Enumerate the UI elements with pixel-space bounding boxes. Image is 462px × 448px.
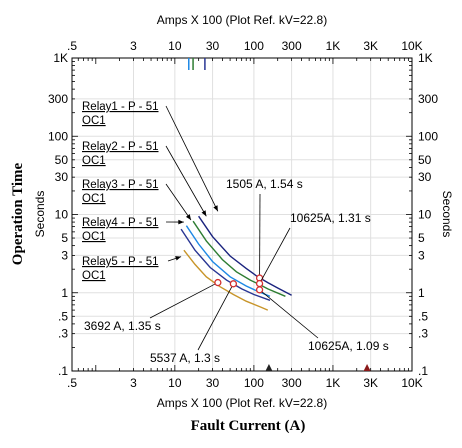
x-tick-label-top: 3K (363, 39, 378, 53)
relay-arrowhead (178, 219, 184, 225)
y-tick-label-left: .1 (58, 364, 68, 378)
relay-label: Relay1 - P - 51 (82, 101, 159, 113)
x-tick-label-bottom: 3 (130, 376, 137, 390)
top-axis-title: Amps X 100 (Plot Ref. kV=22.8) (157, 13, 327, 27)
y-tick-label-left: 3 (61, 248, 68, 262)
operating-point (255, 286, 264, 294)
operating-point (255, 279, 264, 288)
x-tick-label-top: 1K (326, 39, 341, 53)
y-tick-label-left: .5 (58, 309, 68, 323)
x-tick-label-top: 300 (282, 39, 302, 53)
annotation-layer: Relay1 - P - 51 OC1 Relay2 - P - 51 OC1 Rela… (82, 101, 389, 365)
y-tick-label-right: 300 (418, 92, 438, 106)
annotation-leader (259, 227, 291, 284)
relay-sublabel: OC1 (82, 155, 106, 167)
y-tick-label-right: .1 (418, 364, 428, 378)
x-tick-label-bottom: 10 (168, 376, 182, 390)
relay-curve (198, 215, 292, 296)
relay-sublabel: OC1 (82, 193, 106, 205)
relay-arrowhead (213, 205, 218, 212)
relay-arrowhead (201, 210, 207, 217)
y-tick-label-left: 1K (53, 51, 68, 65)
y-left-seconds-label: Seconds (33, 191, 47, 238)
relay-label: Relay3 - P - 51 (82, 179, 159, 191)
annotation-label: 1505 A, 1.54 s (226, 177, 303, 191)
relay-arrowhead (175, 256, 182, 261)
relay-curve (183, 249, 269, 311)
x-tick-label-bottom: 100 (244, 376, 264, 390)
y-tick-label-right: 1K (418, 51, 433, 65)
relay-label: Relay2 - P - 51 (82, 141, 159, 153)
y-tick-label-right: .5 (418, 309, 428, 323)
bottom-axis-title: Amps X 100 (Plot Ref. kV=22.8) (157, 396, 327, 410)
annotation-label: 10625A, 1.09 s (308, 339, 389, 353)
y-tick-label-left: 50 (55, 153, 69, 167)
y-tick-label-left: 30 (55, 170, 69, 184)
y-tick-label-left: 100 (48, 129, 68, 143)
x-tick-label-top: 100 (244, 39, 264, 53)
relay-sublabel: OC1 (82, 270, 106, 282)
minor-ticks (71, 58, 412, 372)
y-tick-label-right: 100 (418, 129, 438, 143)
y-tick-label-left: .3 (58, 327, 68, 341)
x-axis-title: Fault Current (A) (191, 418, 306, 434)
y-tick-label-left: 1 (61, 286, 68, 300)
annotation-leader (197, 283, 234, 351)
y-tick-label-left: 5 (61, 231, 68, 245)
operating-point (214, 278, 222, 287)
annotation-label: 3692 A, 1.35 s (84, 319, 161, 333)
bottom-marker (363, 364, 371, 371)
y-tick-label-right: .3 (418, 327, 428, 341)
x-tick-label-bottom: 3K (363, 376, 378, 390)
relay-leader (165, 105, 219, 212)
annotation-label: 5537 A, 1.3 s (150, 351, 220, 365)
bottom-marker (265, 364, 273, 371)
y-tick-label-right: 5 (418, 231, 425, 245)
relay-label: Relay5 - P - 51 (82, 256, 159, 268)
x-tick-label-top: 10 (168, 39, 182, 53)
y-tick-label-right: 3 (418, 248, 425, 262)
y-tick-label-left: 300 (48, 92, 68, 106)
x-tick-label-top: 30 (206, 39, 220, 53)
annotation-leader (149, 282, 219, 319)
y-tick-label-left: 10 (55, 208, 69, 222)
x-tick-label-top: .5 (67, 39, 77, 53)
x-tick-label-bottom: 300 (282, 376, 302, 390)
x-tick-label-bottom: 10K (401, 376, 422, 390)
y-tick-label-right: 30 (418, 170, 432, 184)
x-tick-label-top: 3 (130, 39, 137, 53)
relay-sublabel: OC1 (82, 115, 106, 127)
relay-curve (192, 220, 286, 297)
relay-label: Relay4 - P - 51 (82, 217, 159, 229)
x-tick-label-top: 10K (401, 39, 422, 53)
y-right-seconds-label: Seconds (440, 191, 454, 238)
y-tick-label-right: 10 (418, 208, 432, 222)
x-tick-label-bottom: 30 (206, 376, 220, 390)
y-tick-label-right: 1 (418, 286, 425, 300)
annotation-label: 10625A, 1.31 s (290, 211, 371, 225)
y-axis-title: Operation Time (10, 162, 26, 265)
x-tick-label-bottom: .5 (67, 376, 77, 390)
relay-leader (165, 145, 207, 217)
y-tick-label-right: 50 (418, 153, 432, 167)
relay-sublabel: OC1 (82, 231, 106, 243)
relay-curve (180, 228, 271, 301)
operating-point (229, 280, 238, 288)
x-tick-label-bottom: 1K (326, 376, 341, 390)
relay-arrowhead (185, 214, 191, 221)
tick-labels: .5 .5 3 3 10 10 30 30 100 100 300 300 1K 1K 3K 3K 10K 10K… (48, 39, 438, 390)
relay-leader (165, 183, 192, 221)
annotation-leader (259, 289, 319, 339)
